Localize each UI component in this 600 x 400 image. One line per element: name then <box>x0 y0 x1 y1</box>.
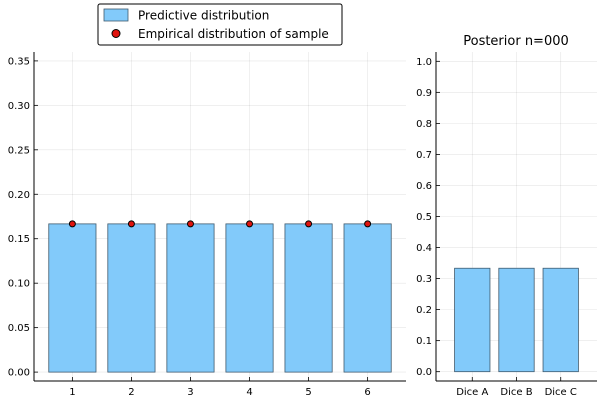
y-tick-label: 0.05 <box>8 323 30 334</box>
x-tick-label: Dice B <box>500 387 532 398</box>
left-bars <box>49 224 391 372</box>
y-tick-label: 0.3 <box>416 274 432 285</box>
y-tick-label: 0.2 <box>416 305 432 316</box>
y-tick-label: 0.35 <box>8 56 30 67</box>
predictive-bar-5 <box>285 224 332 372</box>
predictive-bar-2 <box>108 224 155 372</box>
predictive-bar-1 <box>49 224 96 372</box>
y-tick-label: 0.0 <box>416 367 432 378</box>
empirical-point-4 <box>247 221 253 227</box>
predictive-bar-6 <box>344 224 391 372</box>
posterior-bar-dice-c <box>543 268 578 371</box>
x-tick-label: 2 <box>128 387 134 398</box>
y-tick-label: 0.25 <box>8 145 30 156</box>
posterior-title: Posterior n=000 <box>463 34 569 49</box>
y-tick-label: 0.5 <box>416 212 432 223</box>
right-bars <box>455 268 579 371</box>
y-tick-label: 0.1 <box>416 336 432 347</box>
x-tick-label: 4 <box>246 387 252 398</box>
predictive-bar-4 <box>226 224 273 372</box>
x-tick-label: 3 <box>187 387 193 398</box>
empirical-point-5 <box>306 221 312 227</box>
predictive-bar-3 <box>167 224 214 372</box>
legend-label-predictive: Predictive distribution <box>138 9 269 23</box>
left-y-ticks: 0.00 0.05 0.10 0.15 0.20 0.25 0.30 0.35 <box>8 56 38 378</box>
x-tick-label: Dice A <box>456 387 488 398</box>
right-x-ticks: Dice A Dice B Dice C <box>456 377 577 398</box>
y-tick-label: 0.20 <box>8 190 30 201</box>
y-tick-label: 0.6 <box>416 181 432 192</box>
posterior-bar-dice-a <box>455 268 490 371</box>
y-tick-label: 0.8 <box>416 119 432 130</box>
empirical-point-2 <box>128 221 134 227</box>
y-tick-label: 0.9 <box>416 88 432 99</box>
legend-point-swatch <box>112 30 120 38</box>
posterior-bar-dice-b <box>499 268 534 371</box>
legend-bar-swatch <box>104 9 128 21</box>
x-tick-label: Dice C <box>545 387 577 398</box>
empirical-point-6 <box>365 221 371 227</box>
empirical-point-1 <box>69 221 75 227</box>
y-tick-label: 0.4 <box>416 243 432 254</box>
x-tick-label: 5 <box>305 387 311 398</box>
y-tick-label: 0.30 <box>8 101 30 112</box>
legend: Predictive distribution Empirical distri… <box>98 4 342 45</box>
legend-label-empirical: Empirical distribution of sample <box>138 27 329 41</box>
x-tick-label: 6 <box>364 387 370 398</box>
y-tick-label: 1.0 <box>416 57 432 68</box>
empirical-point-3 <box>187 221 193 227</box>
predictive-distribution-plot: 0.00 0.05 0.10 0.15 0.20 0.25 0.30 0.35 1 2 3 4 5 6 <box>8 52 406 398</box>
y-tick-label: 0.00 <box>8 368 30 379</box>
posterior-plot: Posterior n=000 0.0 0.1 0.2 0.3 0.4 0.5 0.6 0.7… <box>416 34 597 398</box>
x-tick-label: 1 <box>69 387 75 398</box>
y-tick-label: 0.15 <box>8 234 30 245</box>
left-x-ticks: 1 2 3 4 5 6 <box>69 377 371 398</box>
y-tick-label: 0.10 <box>8 279 30 290</box>
y-tick-label: 0.7 <box>416 150 432 161</box>
